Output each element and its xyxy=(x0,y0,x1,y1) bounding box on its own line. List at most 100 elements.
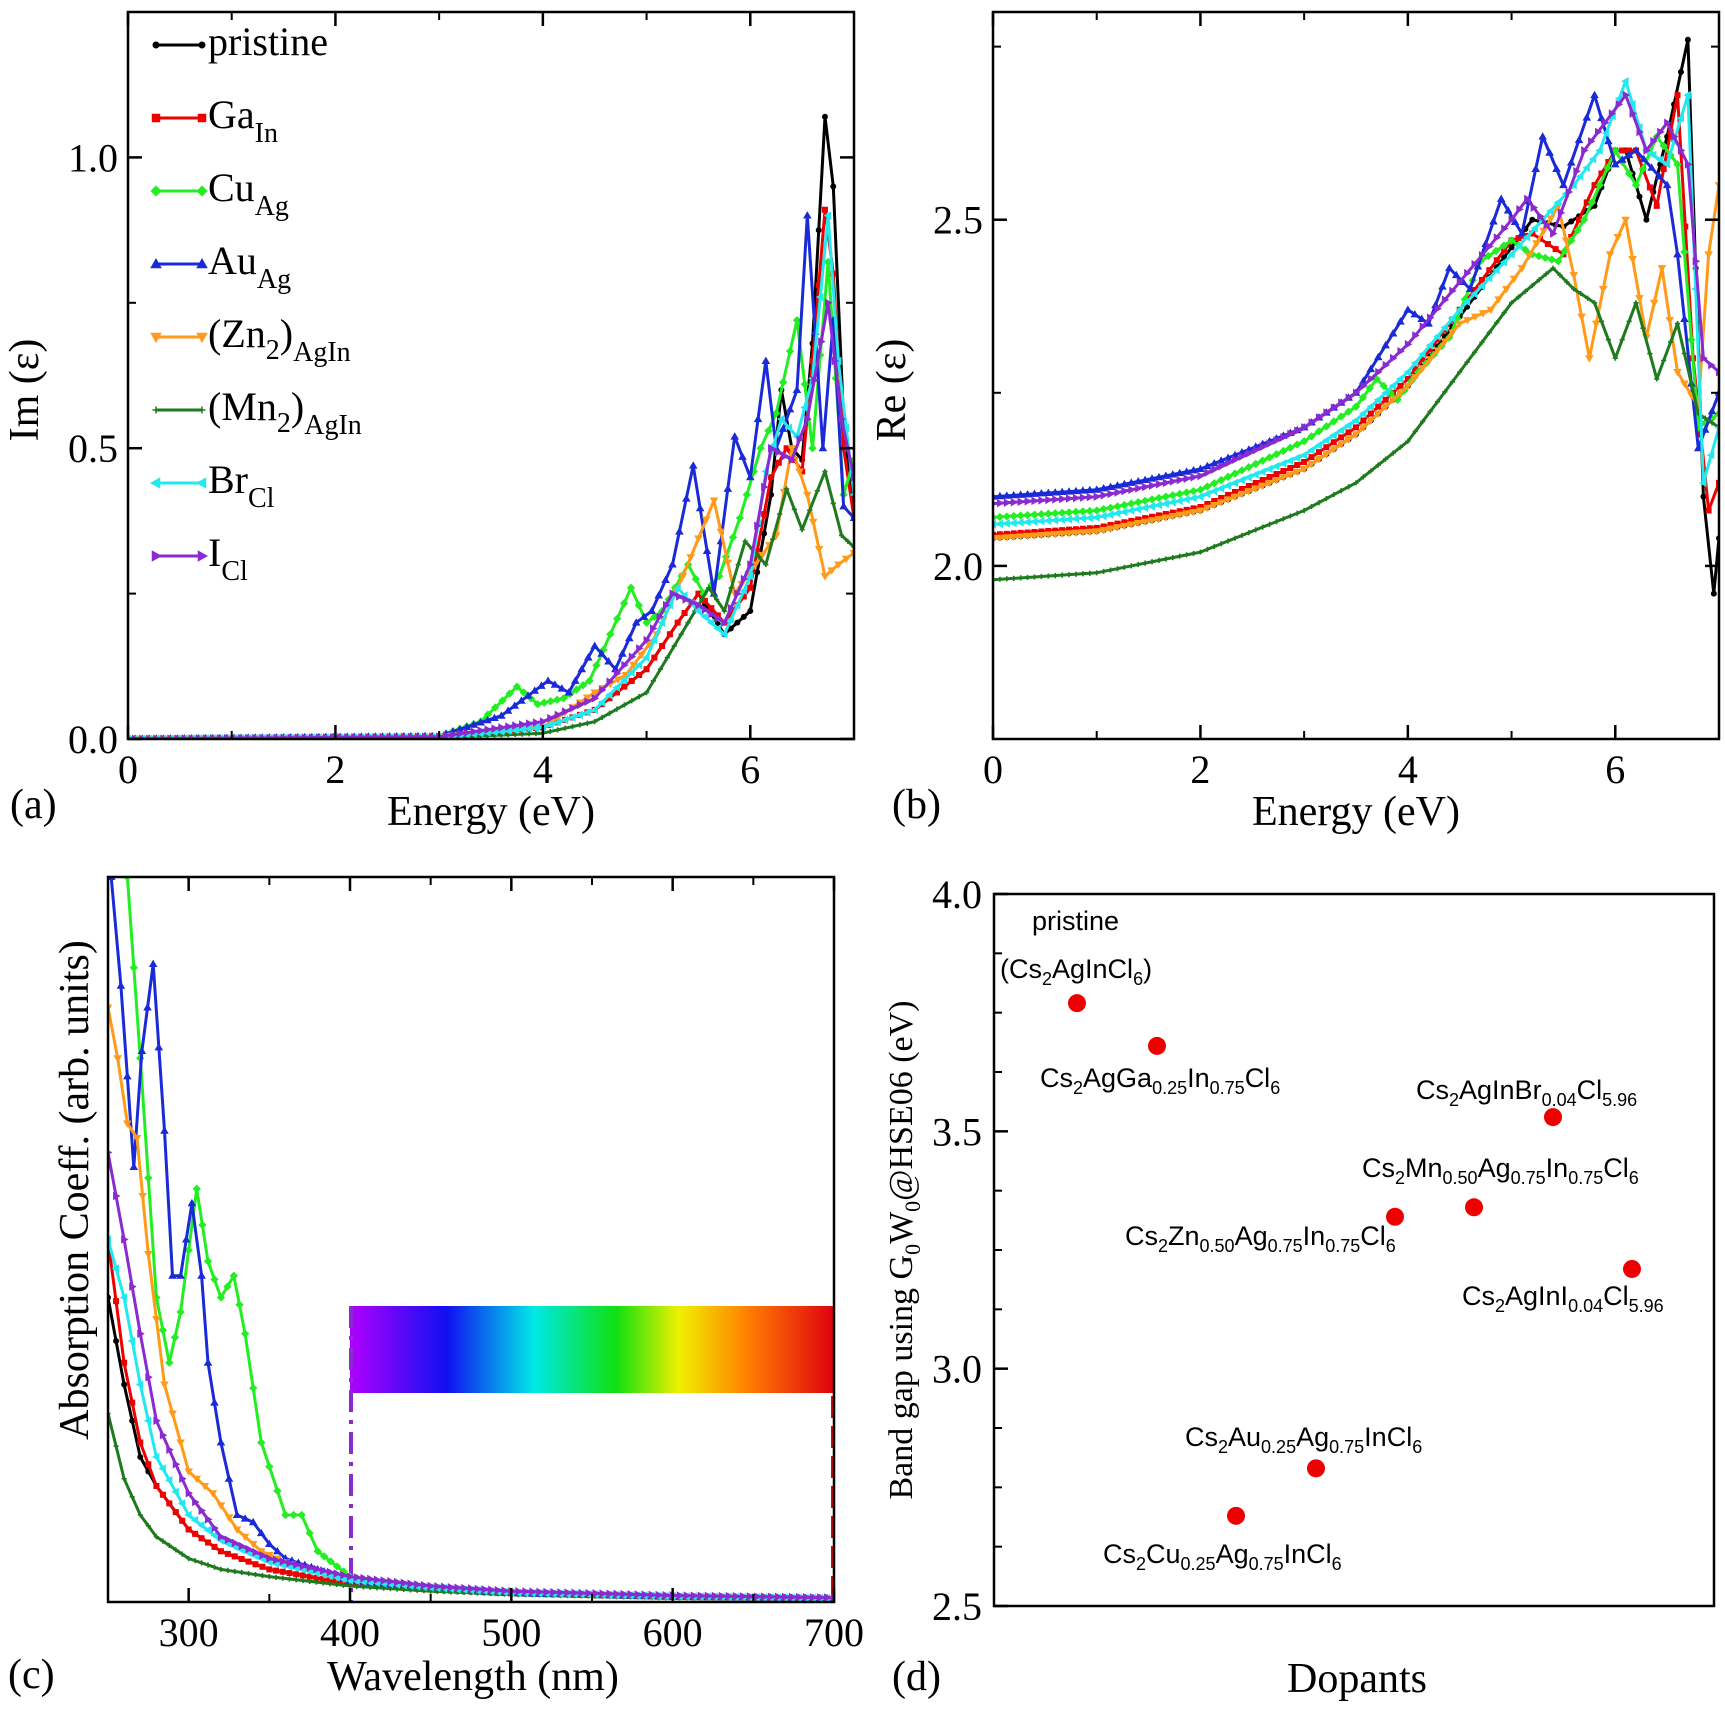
panel-b-ytick-label: 2.5 xyxy=(933,198,983,243)
panel-c-series xyxy=(108,877,834,1602)
panel-d-annotations: pristine (Cs2AgInCl6) Cs2AgGa0.25In0.75C… xyxy=(1000,906,1664,1574)
panel-a-series-5 xyxy=(128,468,854,739)
panel-a-ytick-label: 0.5 xyxy=(68,426,118,471)
panel-d-ytick-label: 3.5 xyxy=(932,1109,982,1154)
panel-c-xtick-label: 400 xyxy=(320,1610,380,1655)
panel-d-points xyxy=(1068,994,1641,1525)
annotation-ga: Cs2AgGa0.25In0.75Cl6 xyxy=(1040,1063,1280,1098)
panel-b-xtick-label: 6 xyxy=(1605,747,1625,792)
legend-label-5: (Mn2)AgIn xyxy=(208,384,362,441)
panel-c-markers-4 xyxy=(108,1004,834,1602)
panel-c-series-1 xyxy=(108,1236,834,1602)
annotation-pristine-formula: (Cs2AgInCl6) xyxy=(1000,954,1152,989)
annotation-pristine: pristine xyxy=(1032,906,1119,936)
panel-a-legend: pristine GaIn CuAg AuAg (Zn2)AgIn (Mn2)AgIn Br… xyxy=(149,19,362,587)
panel-d-ytick-label: 2.5 xyxy=(932,1584,982,1629)
panel-c-line-2 xyxy=(125,877,834,1600)
panel-c-line-4 xyxy=(108,1007,834,1600)
annotation-i: Cs2AgInI0.04Cl5.96 xyxy=(1462,1281,1664,1316)
panel-b-xtick-label: 2 xyxy=(1190,747,1210,792)
panel-c-series-7 xyxy=(108,1149,834,1602)
panel-b-line-2 xyxy=(993,135,1719,519)
legend-item-4: (Zn2)AgIn xyxy=(150,311,351,368)
panel-c-xtick-label: 500 xyxy=(481,1610,541,1655)
panel-b-xtick-label: 4 xyxy=(1398,747,1418,792)
annotation-mn: Cs2Mn0.50Ag0.75In0.75Cl6 xyxy=(1362,1153,1639,1188)
annotation-cu: Cs2Cu0.25Ag0.75InCl6 xyxy=(1103,1539,1342,1574)
panel-b-ylabel: Re (ε) xyxy=(869,339,915,442)
panel-a-frame xyxy=(126,10,856,741)
legend-label-1: GaIn xyxy=(208,92,278,149)
panel-b-series xyxy=(993,36,1719,597)
panel-a-series xyxy=(128,113,854,739)
panel-b-series-2 xyxy=(993,132,1719,522)
legend-item-3: AuAg xyxy=(150,238,291,295)
panel-a-line-5 xyxy=(128,470,854,739)
panel-c-markers-1 xyxy=(108,1236,834,1602)
legend-label-0: pristine xyxy=(208,19,328,64)
panel-d-label: (d) xyxy=(892,1654,941,1700)
panel-a-ylabel: Im (ε) xyxy=(2,339,48,442)
annotation-zn: Cs2Zn0.50Ag0.75In0.75Cl6 xyxy=(1125,1221,1396,1256)
panel-b-markers-7 xyxy=(993,90,1719,508)
panel-a-xtick-label: 2 xyxy=(325,747,345,792)
panel-c-xtick-label: 600 xyxy=(643,1610,703,1655)
panel-b-ticks: 0 2 4 6 2.0 2.5 xyxy=(933,12,1720,792)
panel-a-ticks: 0 2 4 6 0.0 0.5 1.0 xyxy=(68,11,855,792)
bandgap-point-5 xyxy=(1386,1207,1404,1226)
legend-item-0: pristine xyxy=(152,19,328,64)
bandgap-point-3 xyxy=(1227,1506,1245,1525)
panel-c-label: (c) xyxy=(8,1652,55,1698)
panel-c-xlabel: Wavelength (nm) xyxy=(327,1654,619,1700)
panel-c-ylabel: Absorption Coeff. (arb. units) xyxy=(52,940,98,1440)
panel-d-ytick-label: 4.0 xyxy=(932,872,982,917)
panel-a-label: (a) xyxy=(10,782,57,828)
bandgap-point-2 xyxy=(1148,1036,1166,1055)
panel-a-markers-5 xyxy=(128,468,854,739)
legend-label-2: CuAg xyxy=(208,165,289,222)
panel-b-label: (b) xyxy=(892,782,941,828)
panel-c-markers-3 xyxy=(108,877,834,1602)
panel-d-ytick-label: 3.0 xyxy=(932,1347,982,1392)
panel-a-xtick-label: 0 xyxy=(118,747,138,792)
panel-a-ytick-label: 1.0 xyxy=(68,135,118,180)
panel-c: 300 400 500 600 700 Wavelength (nm) Absorpti… xyxy=(8,875,864,1700)
annotation-br: Cs2AgInBr0.04Cl5.96 xyxy=(1416,1075,1637,1110)
legend-item-1: GaIn xyxy=(151,92,278,149)
panel-a-xtick-label: 4 xyxy=(533,747,553,792)
panel-b-markers-2 xyxy=(993,132,1719,522)
panel-d-xlabel: Dopants xyxy=(1287,1656,1427,1702)
legend-item-6: BrCl xyxy=(149,457,275,514)
panel-a-xlabel: Energy (eV) xyxy=(387,789,595,835)
panel-b: 0 2 4 6 2.0 2.5 Energy (eV) Re (ε) (b) xyxy=(869,10,1721,835)
panel-a-series-7 xyxy=(128,298,854,739)
panel-b-series-6 xyxy=(993,76,1719,529)
panel-b-frame xyxy=(991,10,1721,741)
legend-label-4: (Zn2)AgIn xyxy=(208,311,351,368)
panel-c-ticks: 300 400 500 600 700 xyxy=(107,877,864,1655)
panel-b-markers-4 xyxy=(993,182,1719,543)
panel-b-line-5 xyxy=(993,266,1719,582)
legend-label-7: ICl xyxy=(208,530,248,587)
panel-b-markers-6 xyxy=(993,76,1719,529)
panel-c-series-3 xyxy=(108,877,834,1602)
panel-b-series-4 xyxy=(993,182,1719,543)
panel-d-ticks: 2.5 3.0 3.5 4.0 xyxy=(932,872,1008,1629)
legend-label-6: BrCl xyxy=(208,457,275,514)
panel-a-xtick-label: 6 xyxy=(740,747,760,792)
bandgap-point-1 xyxy=(1068,994,1086,1013)
panel-b-xtick-label: 0 xyxy=(983,747,1003,792)
panel-d: 2.5 3.0 3.5 4.0 pristine (Cs2AgInCl6) Cs2Ag… xyxy=(883,872,1716,1702)
panel-c-xtick-label: 700 xyxy=(804,1610,864,1655)
panel-c-series-5 xyxy=(108,1410,834,1601)
legend-item-7: ICl xyxy=(151,530,248,587)
panel-a-markers-7 xyxy=(128,298,854,739)
bandgap-point-6 xyxy=(1465,1198,1483,1217)
panel-a: 0 2 4 6 0.0 0.5 1.0 pristine GaIn CuAg AuAg (Zn2)A… xyxy=(2,10,856,835)
panel-c-line-3 xyxy=(109,877,834,1600)
panel-a-ytick-label: 0.0 xyxy=(68,717,118,762)
panel-b-markers-5 xyxy=(993,265,1719,583)
bandgap-point-4 xyxy=(1307,1459,1325,1478)
panel-b-xlabel: Energy (eV) xyxy=(1252,789,1460,835)
